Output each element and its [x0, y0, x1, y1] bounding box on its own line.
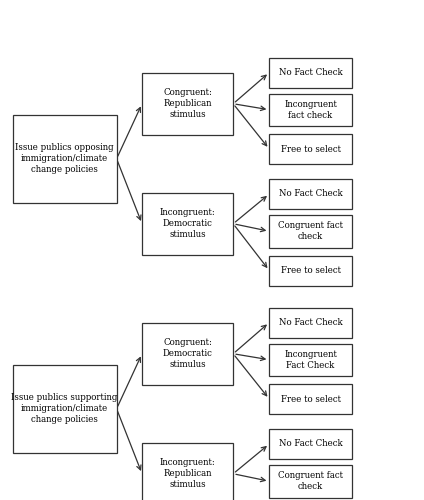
FancyBboxPatch shape [269, 215, 352, 248]
FancyBboxPatch shape [142, 322, 233, 385]
Text: Incongruent:
Republican
stimulus: Incongruent: Republican stimulus [160, 458, 215, 490]
FancyBboxPatch shape [269, 179, 352, 209]
Text: Free to select: Free to select [281, 394, 340, 404]
Text: Congruent fact
check: Congruent fact check [278, 221, 343, 242]
Text: No Fact Check: No Fact Check [279, 440, 343, 448]
Text: Congruent:
Democratic
stimulus: Congruent: Democratic stimulus [163, 338, 212, 370]
Text: Free to select: Free to select [281, 266, 340, 275]
Text: No Fact Check: No Fact Check [279, 318, 343, 327]
FancyBboxPatch shape [269, 384, 352, 414]
FancyBboxPatch shape [142, 442, 233, 500]
Text: Incongruent
fact check: Incongruent fact check [284, 100, 337, 120]
FancyBboxPatch shape [142, 192, 233, 255]
FancyBboxPatch shape [13, 365, 117, 452]
Text: Issue publics opposing
immigration/climate
change policies: Issue publics opposing immigration/clima… [15, 143, 114, 174]
Text: No Fact Check: No Fact Check [279, 68, 343, 77]
FancyBboxPatch shape [269, 134, 352, 164]
FancyBboxPatch shape [269, 58, 352, 88]
FancyBboxPatch shape [13, 115, 117, 202]
FancyBboxPatch shape [269, 308, 352, 338]
FancyBboxPatch shape [269, 256, 352, 286]
Text: Incongruent
Fact Check: Incongruent Fact Check [284, 350, 337, 370]
Text: Issue publics supporting
immigration/climate
change policies: Issue publics supporting immigration/cli… [11, 393, 118, 424]
FancyBboxPatch shape [269, 94, 352, 126]
Text: Congruent fact
check: Congruent fact check [278, 471, 343, 492]
FancyBboxPatch shape [269, 465, 352, 498]
FancyBboxPatch shape [269, 344, 352, 376]
Text: Incongruent:
Democratic
stimulus: Incongruent: Democratic stimulus [160, 208, 215, 240]
FancyBboxPatch shape [269, 429, 352, 459]
Text: Congruent:
Republican
stimulus: Congruent: Republican stimulus [163, 88, 212, 120]
FancyBboxPatch shape [142, 72, 233, 135]
Text: Free to select: Free to select [281, 144, 340, 154]
Text: No Fact Check: No Fact Check [279, 190, 343, 198]
